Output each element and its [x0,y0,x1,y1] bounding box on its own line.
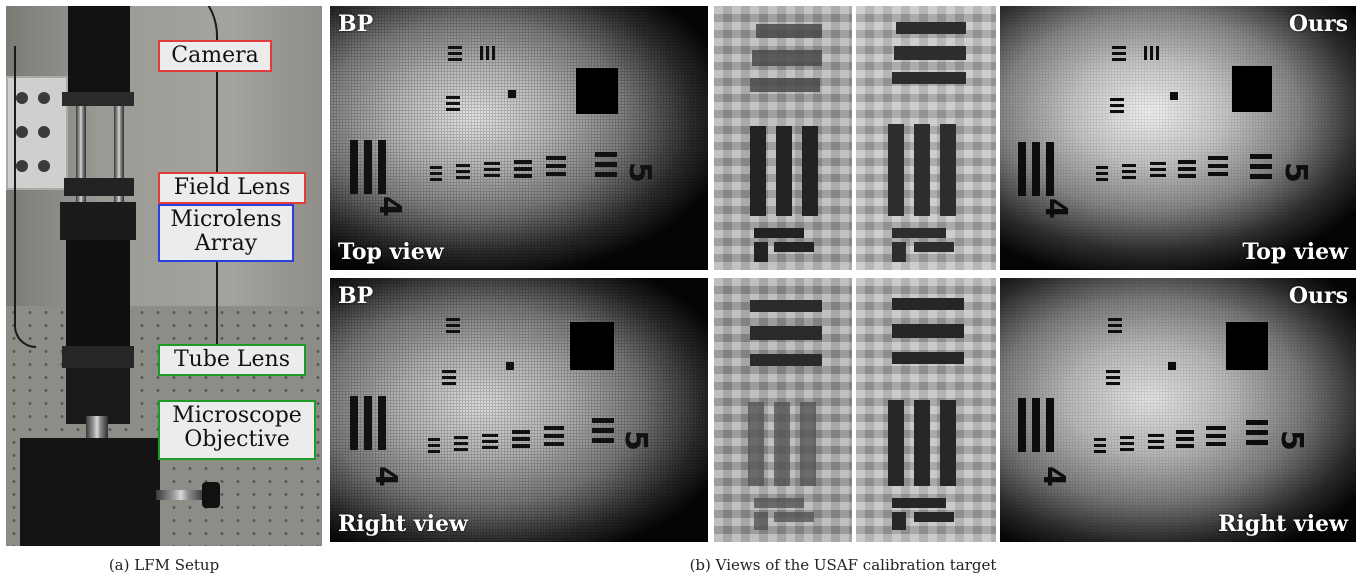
view-label-right: Right view [338,511,468,537]
objective-label-line2: Objective [184,427,290,452]
view-label-top: Top view [338,239,444,265]
bp-right-zoom-crop [714,278,852,542]
bp-top-zoom-crop [714,6,852,270]
stage-knob [156,490,206,500]
caption-a: (a) LFM Setup [108,556,220,574]
corner-number: 4 [372,196,407,217]
view-label-right-2: Right view [1218,511,1348,537]
svg-text:4: 4 [368,466,403,487]
camera-body [68,6,130,98]
field-lens-label: Field Lens [158,172,306,204]
microlens-holder [60,202,136,240]
ours-top-zoom-crop [856,6,996,270]
usaf-target-bp-top: 5 4 [350,46,657,217]
usaf-target-bp-right: 5 4 [350,318,653,487]
method-label-ours: Ours [1288,11,1348,37]
power-outlet [6,76,68,190]
rail-right [114,106,124,286]
microlens-label-line2: Array [194,231,258,256]
usaf-target-ours-top: 5 4 [1018,46,1313,219]
tube-lens-label: Tube Lens [158,344,306,376]
tube-lens-mount [62,346,134,368]
field-lens-ring [64,178,134,196]
microscope-objective-label: Microscope Objective [158,400,316,460]
method-label-ours-2: Ours [1288,283,1348,309]
rail-left [76,106,86,286]
ours-right-zoom-crop [856,278,996,542]
field-lens-label-text: Field Lens [173,175,291,200]
camera-label: Camera [158,40,272,72]
svg-text:4: 4 [1036,466,1071,487]
knob-head [202,482,220,508]
svg-text:5: 5 [1278,162,1313,183]
ours-top-view-panel: 5 4 Ours Top view [1000,6,1356,270]
view-label-top-right: Top view [1242,239,1348,265]
ours-right-view-panel: 5 4 Ours Right view [1000,278,1356,542]
svg-text:4: 4 [1038,198,1073,219]
svg-text:5: 5 [618,430,653,451]
bp-right-view-panel: 5 4 BP Right view [330,278,708,542]
tube-lens-label-text: Tube Lens [173,347,291,372]
objective-label-line1: Microscope [172,403,302,428]
lfm-setup-photo: Camera Field Lens Microlens Array Tube L… [6,6,322,546]
cable [14,46,36,348]
objective-cage [66,368,130,424]
svg-text:5: 5 [1274,430,1309,451]
camera-label-text: Camera [171,43,259,68]
method-label-bp: BP [338,11,374,37]
bp-top-view-panel: 5 4 BP Top view [330,6,708,270]
caption-b: (b) Views of the USAF calibration target [689,556,997,574]
usaf-target-ours-right: 5 4 [1018,318,1309,487]
tube-body [66,240,130,352]
microlens-label-line1: Microlens [170,207,282,232]
method-label-bp-2: BP [338,283,374,309]
stage [20,438,160,546]
microlens-array-label: Microlens Array [158,204,294,262]
camera-mount [62,92,134,106]
element-number: 5 [622,162,657,183]
target-square [576,68,618,114]
